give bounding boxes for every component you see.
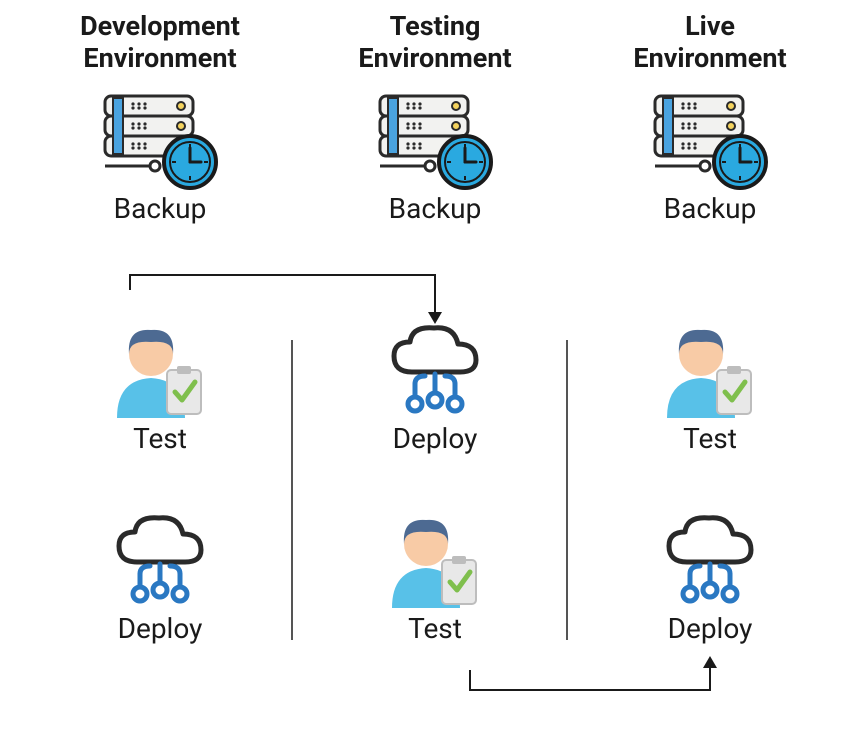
cell-test-deploy: Deploy	[295, 320, 575, 455]
header-dev: Development Environment	[20, 0, 300, 75]
person-check-icon	[295, 510, 575, 610]
header-test: Testing Environment	[295, 0, 575, 75]
header-live: Live Environment	[570, 0, 850, 75]
cell-test-backup: Backup	[295, 90, 575, 225]
label-backup: Backup	[295, 192, 575, 225]
cloud-deploy-icon	[20, 510, 300, 610]
person-check-icon	[570, 320, 850, 420]
server-clock-icon	[570, 90, 850, 190]
arrowhead-2	[703, 656, 717, 668]
cloud-deploy-icon	[570, 510, 850, 610]
label-deploy: Deploy	[20, 612, 300, 645]
label-backup: Backup	[20, 192, 300, 225]
col-test: Testing Environment	[295, 0, 575, 75]
arrow-dev-to-test	[130, 275, 435, 318]
col-live: Live Environment	[570, 0, 850, 75]
person-check-icon	[20, 320, 300, 420]
cell-dev-backup: Backup	[20, 90, 300, 225]
arrow-test-to-live	[470, 662, 710, 690]
server-clock-icon	[20, 90, 300, 190]
cell-dev-deploy: Deploy	[20, 510, 300, 645]
cell-live-test: Test	[570, 320, 850, 455]
cloud-deploy-icon	[295, 320, 575, 420]
label-test: Test	[20, 422, 300, 455]
label-deploy: Deploy	[570, 612, 850, 645]
pipeline-diagram: Development Environment Testing Environm…	[0, 0, 868, 755]
label-backup: Backup	[570, 192, 850, 225]
cell-dev-test: Test	[20, 320, 300, 455]
cell-live-deploy: Deploy	[570, 510, 850, 645]
server-clock-icon	[295, 90, 575, 190]
label-deploy: Deploy	[295, 422, 575, 455]
cell-test-test: Test	[295, 510, 575, 645]
col-dev: Development Environment	[20, 0, 300, 75]
cell-live-backup: Backup	[570, 90, 850, 225]
label-test: Test	[295, 612, 575, 645]
label-test: Test	[570, 422, 850, 455]
